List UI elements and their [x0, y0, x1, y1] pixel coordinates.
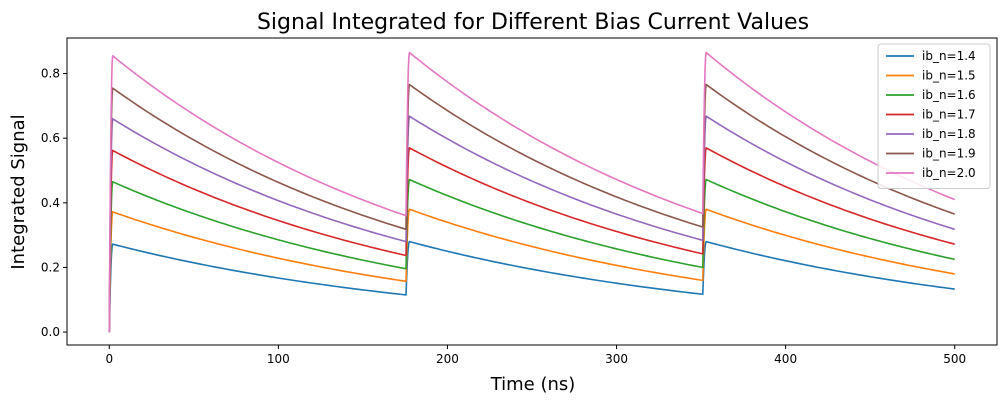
series-line: [108, 178, 955, 333]
y-tick-label: 0.0: [41, 325, 60, 339]
x-tick-label: 500: [943, 352, 966, 366]
x-tick-label: 400: [774, 352, 797, 366]
legend-label: ib_n=1.7: [922, 108, 976, 122]
legend-label: ib_n=2.0: [922, 166, 976, 180]
legend-label: ib_n=1.6: [922, 88, 976, 102]
legend: ib_n=1.4 ib_n=1.5 ib_n=1.6 ib_n=1.7 ib_n=1.8…: [877, 43, 991, 189]
series-line: [108, 208, 955, 333]
y-axis-label: Integrated Signal: [8, 114, 29, 269]
x-tick-label: 200: [436, 352, 459, 366]
x-axis-label: Time (ns): [490, 374, 576, 395]
series-line: [108, 240, 955, 333]
y-axis: 0.0 0.2 0.4 0.6 0.8: [41, 67, 67, 339]
y-tick-label: 0.2: [41, 260, 60, 274]
series-line: [108, 147, 955, 333]
legend-label: ib_n=1.4: [922, 49, 976, 63]
x-tick-label: 300: [605, 352, 628, 366]
series-line: [108, 115, 955, 333]
y-tick-label: 0.4: [41, 196, 60, 210]
chart-title: Signal Integrated for Different Bias Cur…: [257, 10, 809, 35]
plot-frame: [66, 37, 998, 346]
series-line: [108, 51, 956, 333]
y-tick-label: 0.8: [41, 67, 60, 81]
x-tick-label: 100: [267, 352, 290, 366]
x-tick-label: 0: [105, 352, 113, 366]
x-axis: 0 100 200 300 400 500: [105, 345, 966, 366]
legend-label: ib_n=1.9: [922, 147, 976, 161]
y-tick-label: 0.6: [41, 131, 60, 145]
series-layer: [108, 51, 956, 333]
series-line: [108, 83, 955, 333]
legend-label: ib_n=1.8: [922, 127, 976, 141]
legend-label: ib_n=1.5: [922, 69, 976, 83]
legend-box: [877, 43, 991, 189]
